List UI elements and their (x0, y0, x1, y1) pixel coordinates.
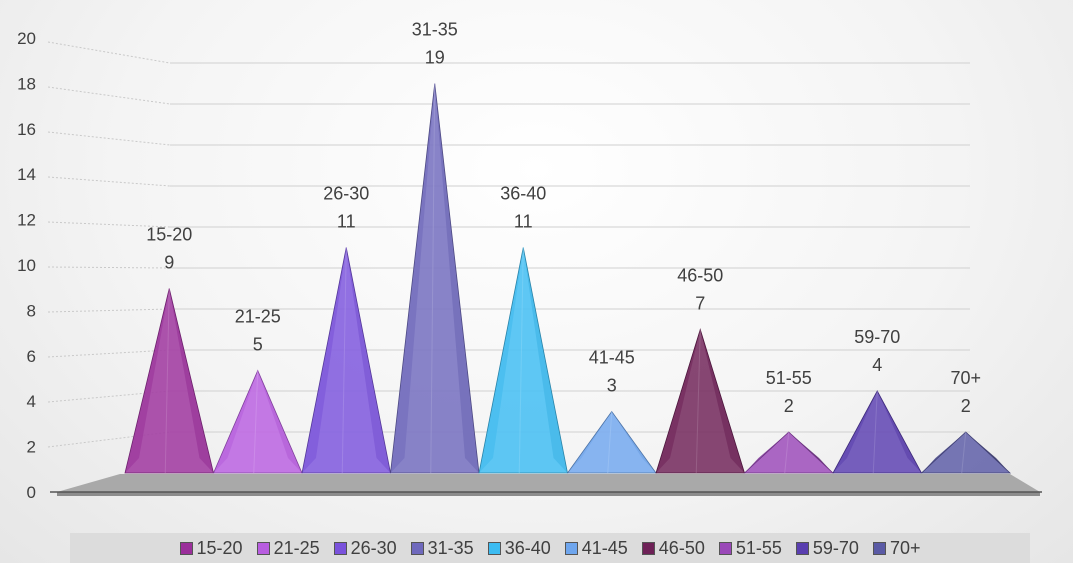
pyramid-bar (212, 369, 303, 474)
pyramid-bar (124, 288, 215, 474)
y-tick-label: 20 (17, 29, 36, 48)
y-tick-label: 6 (27, 347, 36, 366)
data-label-value: 5 (253, 335, 263, 355)
legend-item: 21-25 (256, 537, 320, 559)
y-tick-label: 8 (27, 301, 36, 320)
legend-item: 31-35 (410, 537, 474, 559)
legend-label: 59-70 (812, 537, 859, 558)
data-label-category: 70+ (950, 368, 981, 388)
y-tick-label: 2 (27, 438, 36, 457)
legend-label: 46-50 (658, 537, 705, 558)
gridline (47, 390, 970, 403)
legend-swatch (487, 541, 501, 555)
data-label-value: 2 (784, 396, 794, 416)
legend-swatch (179, 541, 193, 555)
legend-swatch (564, 541, 578, 555)
pyramid-bar (655, 328, 746, 474)
floor (57, 474, 1040, 492)
pyramid-bar (390, 83, 480, 474)
legend-label: 15-20 (196, 537, 243, 558)
pyramid-bar (920, 431, 1012, 474)
gridline (47, 221, 970, 228)
data-label-value: 11 (337, 212, 356, 232)
data-label-category: 51-55 (766, 368, 812, 388)
data-label-value: 11 (514, 212, 533, 232)
legend-swatch (795, 541, 809, 555)
data-label-category: 59-70 (854, 327, 900, 347)
data-label-value: 3 (607, 376, 617, 396)
legend-label: 41-45 (581, 537, 628, 558)
data-label-category: 26-30 (323, 184, 369, 204)
data-label-value: 9 (164, 253, 174, 273)
y-tick-label: 0 (27, 483, 36, 502)
data-label-category: 31-35 (412, 20, 458, 40)
y-tick-label: 16 (17, 120, 36, 139)
y-tick-label: 14 (17, 165, 36, 184)
legend-swatch (333, 541, 347, 555)
data-label-value: 7 (695, 294, 705, 314)
legend-swatch (641, 541, 655, 555)
legend-item: 46-50 (641, 537, 705, 559)
legend-swatch (872, 541, 886, 555)
y-tick-label: 12 (17, 211, 36, 230)
legend-item: 15-20 (179, 537, 243, 559)
gridline (47, 86, 970, 105)
gridline (47, 266, 970, 269)
legend-item: 26-30 (333, 537, 397, 559)
pyramid-bar (478, 247, 568, 474)
floor-edge (57, 492, 1040, 496)
legend-swatch (718, 541, 732, 555)
legend-label: 21-25 (273, 537, 320, 558)
gridline (47, 308, 970, 313)
gridline (47, 131, 970, 146)
pyramid-bar (832, 390, 923, 474)
legend-label: 51-55 (735, 537, 782, 558)
legend-label: 26-30 (350, 537, 397, 558)
legend-label: 36-40 (504, 537, 551, 558)
legend-swatch (410, 541, 424, 555)
legend: 15-20 21-25 26-30 31-35 36-40 41-45 46-50 51-55… (70, 533, 1030, 563)
data-label-category: 36-40 (500, 184, 546, 204)
legend-item: 59-70 (795, 537, 859, 559)
data-label-value: 2 (961, 396, 971, 416)
gridline (47, 41, 970, 64)
gridline (47, 349, 970, 358)
legend-item: 41-45 (564, 537, 628, 559)
legend-item: 36-40 (487, 537, 551, 559)
pyramid-bar (743, 431, 835, 474)
legend-label: 31-35 (427, 537, 474, 558)
legend-item: 70+ (872, 537, 921, 559)
data-label-value: 4 (872, 355, 882, 375)
legend-label: 70+ (889, 537, 921, 558)
pyramid-bar (301, 247, 391, 474)
pyramid-bar (566, 410, 657, 474)
gridline (47, 431, 970, 448)
legend-item: 51-55 (718, 537, 782, 559)
y-tick-label: 10 (17, 256, 36, 275)
data-label-category: 41-45 (589, 348, 635, 368)
y-tick-label: 4 (27, 392, 36, 411)
data-label-value: 19 (425, 48, 445, 68)
data-label-category: 46-50 (677, 266, 723, 286)
gridline (47, 176, 970, 187)
y-tick-label: 18 (17, 74, 36, 93)
data-label-category: 15-20 (146, 225, 192, 245)
data-label-category: 21-25 (235, 307, 281, 327)
legend-swatch (256, 541, 270, 555)
